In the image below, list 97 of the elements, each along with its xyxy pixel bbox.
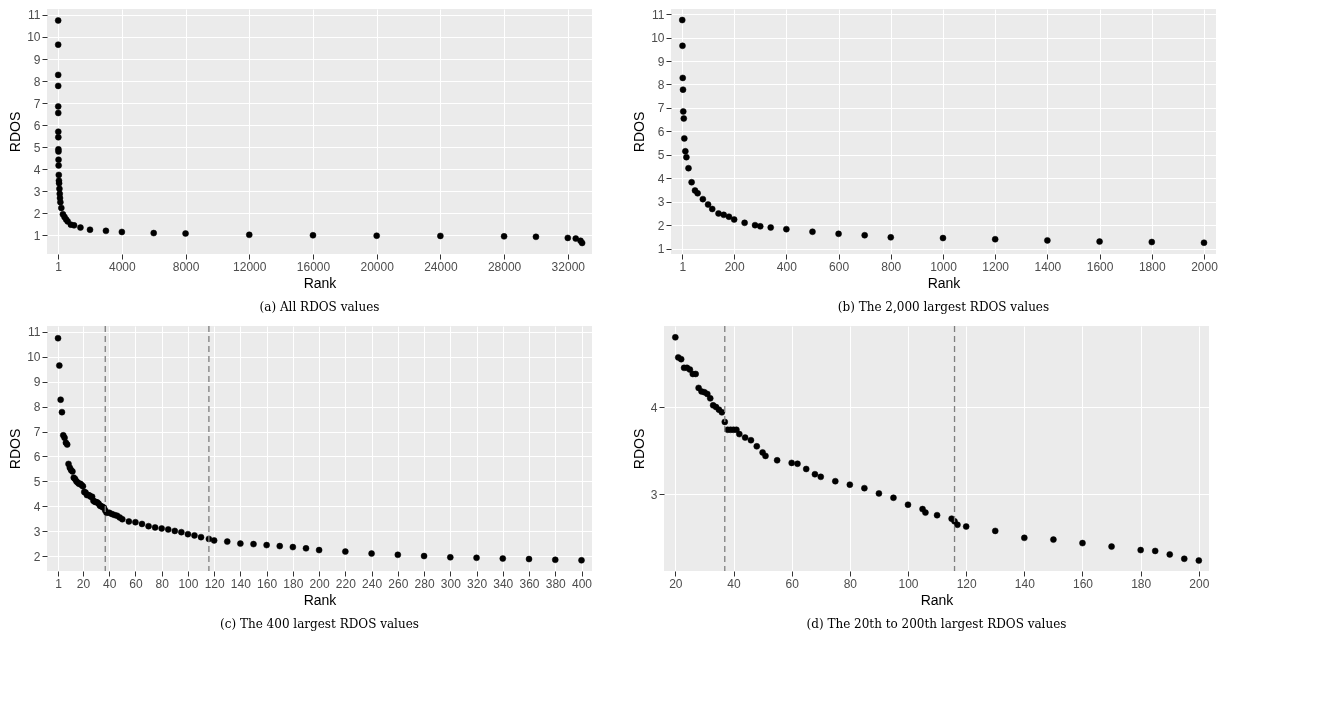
x-tick-label: 28000 [487,259,522,274]
x-axis-title: Rank [920,591,955,608]
x-axis-title: Rank [303,591,338,608]
y-tick-label: 3 [657,195,665,210]
y-tick-label: 4 [657,171,665,186]
x-tick-label: 200 [309,576,330,591]
x-axis-title: Rank [927,274,962,291]
y-tick-label: 10 [27,350,41,365]
y-tick-label: 11 [28,8,41,23]
y-tick-label: 3 [33,524,41,539]
x-tick-label: 1400 [1034,259,1062,274]
y-tick-label: 2 [33,549,41,564]
text: (c) The 400 largest RDOS values [220,617,419,631]
y-tick-label: 6 [657,124,665,139]
x-tick-label: 1600 [1086,259,1114,274]
y-tick-label: 5 [33,474,41,489]
x-tick-label: 240 [362,576,383,591]
x-tick-label: 1000 [930,259,958,274]
y-tick-label: 7 [657,101,665,116]
x-tick-label: 140 [230,576,252,591]
x-tick-label: 4000 [109,259,137,274]
x-tick-label: 160 [1072,576,1094,591]
x-tick-label: 40 [103,576,117,591]
y-tick-label: 8 [33,400,41,415]
x-tick-label: 16000 [296,259,331,274]
x-tick-label: 20000 [360,259,395,274]
x-tick-label: 400 [776,259,798,274]
y-tick-label: 3 [650,487,658,502]
x-tick-label: 220 [335,576,357,591]
x-tick-label: 60 [785,576,800,591]
y-tick-label: 8 [33,74,41,89]
y-tick-label: 6 [33,118,41,133]
x-tick-label: 360 [519,576,540,591]
x-tick-label: 400 [571,576,593,591]
y-tick-label: 4 [650,400,658,415]
x-tick-label: 12000 [233,259,267,274]
x-tick-label: 2000 [1191,259,1219,274]
y-tick-label: 9 [657,54,665,69]
y-tick-label: 4 [33,499,41,514]
x-tick-label: 24000 [424,259,458,274]
y-tick-label: 1 [33,228,41,243]
y-tick-label: 8 [657,77,665,92]
x-tick-label: 320 [467,576,488,591]
y-tick-label: 10 [27,30,41,45]
y-tick-label: 10 [651,31,665,46]
x-tick-label: 180 [1131,576,1152,591]
y-tick-label: 11 [28,325,41,340]
y-tick-label: 4 [33,162,41,177]
x-tick-label: 380 [545,576,567,591]
text: (b) The 2,000 largest RDOS values [837,300,1050,314]
y-tick-label: 5 [657,148,665,163]
y-tick-label: 1 [657,242,665,257]
x-tick-label: 200 [1189,576,1210,591]
y-tick-label: 9 [33,52,41,67]
y-tick-label: 6 [33,449,41,464]
x-tick-label: 1 [679,259,687,274]
x-tick-label: 120 [204,576,225,591]
x-tick-label: 120 [956,576,977,591]
y-axis-title: RDOS [7,428,24,470]
x-tick-label: 80 [843,576,858,591]
y-axis-title: RDOS [630,428,647,470]
y-tick-label: 9 [33,375,41,390]
x-tick-label: 80 [155,576,170,591]
x-tick-label: 300 [440,576,462,591]
text: (a) All RDOS values [259,300,380,314]
y-tick-label: 5 [33,140,41,155]
x-tick-label: 280 [414,576,435,591]
y-tick-label: 2 [657,218,665,233]
x-tick-label: 20 [76,576,91,591]
y-tick-label: 7 [33,425,41,440]
x-tick-label: 1 [55,259,63,274]
y-tick-label: 7 [33,96,41,111]
x-tick-label: 100 [178,576,199,591]
x-tick-label: 180 [283,576,304,591]
x-tick-label: 1200 [982,259,1010,274]
y-tick-label: 2 [33,206,41,221]
x-tick-label: 8000 [172,259,200,274]
x-tick-label: 600 [829,259,850,274]
x-tick-label: 1800 [1138,259,1166,274]
x-tick-label: 200 [724,259,745,274]
x-tick-label: 100 [898,576,919,591]
x-tick-label: 340 [493,576,514,591]
x-tick-label: 60 [129,576,143,591]
x-tick-label: 32000 [551,259,586,274]
text: (d) The 20th to 200th largest RDOS values [806,617,1067,631]
x-tick-label: 260 [388,576,409,591]
x-tick-label: 20 [669,576,683,591]
y-axis-title: RDOS [631,111,648,153]
y-tick-label: 3 [33,184,41,199]
x-tick-label: 800 [881,259,902,274]
x-tick-label: 160 [257,576,278,591]
x-axis-title: Rank [303,274,338,291]
x-tick-label: 140 [1014,576,1036,591]
x-tick-label: 1 [55,576,63,591]
y-axis-title: RDOS [7,111,24,153]
y-tick-label: 11 [652,7,665,22]
x-tick-label: 40 [727,576,741,591]
